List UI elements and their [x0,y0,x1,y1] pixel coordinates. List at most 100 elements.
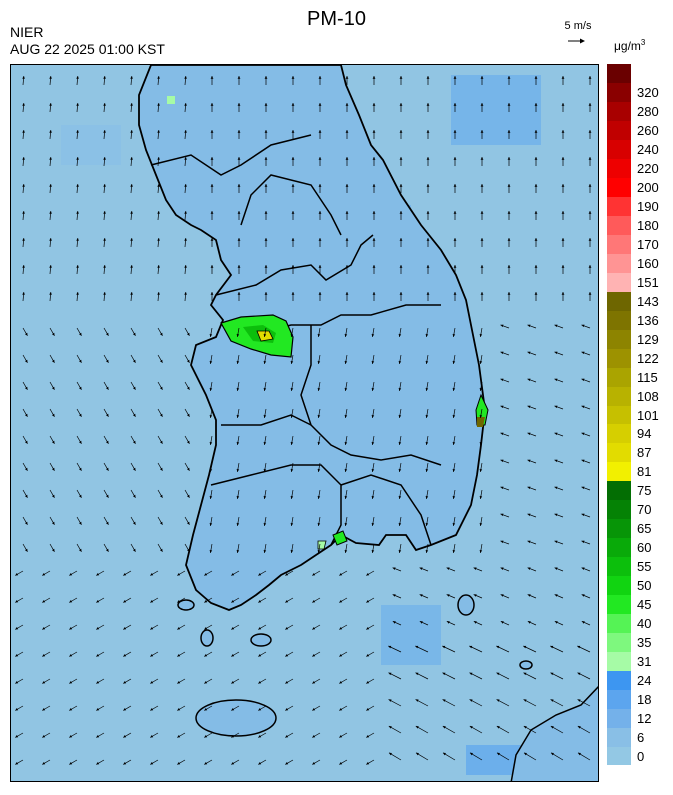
wind-arrow-head [399,184,403,187]
wind-arrow-head [550,726,554,729]
wind-arrow-head [388,672,392,676]
wind-arrow-head [527,594,531,597]
colorbar-segment [607,158,631,179]
wind-arrow-head [290,550,294,553]
wind-arrow-head [527,378,531,382]
wind-arrow-head [204,573,208,576]
wind-arrow-head [317,550,321,553]
wind-arrow-head [49,211,52,214]
wind-arrow-head [581,432,585,436]
pm10-map[interactable] [11,65,599,782]
wind-arrow-head [523,645,527,649]
wind-arrow-head [103,265,106,268]
wind-arrow-head [177,681,181,684]
wind-arrow-head [285,681,289,684]
wind-arrow-head [452,388,456,391]
wind-arrow-head [258,735,262,738]
colorbar-segment [607,689,631,709]
wind-arrow-head [209,334,213,337]
wind-arrow-head [527,432,531,436]
wind-arrow-head [130,76,133,79]
wind-arrow-head [372,292,376,295]
wind-arrow-head [479,415,483,418]
wind-arrow-head [442,645,446,649]
wind-arrow-head [76,76,79,79]
wind-arrow-head [160,386,163,390]
unit-label: μg/m3 [614,38,645,53]
wind-arrow-head [130,265,133,268]
wind-arrow-head [133,386,136,390]
wind-arrow-head [263,334,267,337]
wind-arrow-head [130,157,133,160]
wind-arrow-head [52,386,55,390]
wind-arrow-head [469,645,473,649]
colorbar-tick-label: 6 [637,729,645,745]
wind-arrow-head [79,467,82,471]
wind-arrow-head [96,654,100,657]
wind-arrow-head [290,523,294,526]
wind-arrow-head [130,211,133,214]
wind-arrow-head [344,523,348,526]
wind-arrow-head [446,594,450,597]
wind-arrow-head [209,442,213,445]
wind-arrow-head [264,211,268,214]
wind-arrow-head [453,265,457,268]
wind-arrow-head [49,157,52,160]
wind-arrow-head [426,76,430,79]
wind-arrow-head [312,735,316,738]
wind-arrow-head [204,627,208,630]
wind-arrow-head [291,184,295,187]
wind-arrow-head [312,762,316,765]
wind-arrow-head [263,361,267,364]
wind-arrow-head [372,130,376,133]
wind-arrow-head [76,238,79,241]
wind-arrow-head [581,540,585,544]
wind-arrow-head [209,523,213,526]
wind-arrow-head [426,211,430,214]
colorbar-segment [607,746,631,766]
wind-arrow-head [204,735,208,738]
peninsula-land [138,65,486,611]
wind-arrow-head [184,130,187,133]
wind-arrow-head [96,681,100,684]
wind-arrow-head [561,292,565,295]
unit-label-superscript: 3 [640,38,646,47]
wind-arrow-head [507,76,511,79]
wind-arrow-head [581,621,585,624]
wind-arrow-head [318,211,322,214]
wind-arrow-head [291,130,295,133]
wind-arrow-head [419,621,423,624]
wind-arrow-head [581,351,585,355]
wind-arrow-head [15,681,19,684]
wind-arrow-head [419,567,423,570]
wind-arrow-head [500,432,504,436]
wind-arrow-head [69,654,73,657]
wind-arrow-head [150,681,154,684]
wind-arrow-head [473,567,477,570]
wind-arrow-head [366,600,370,603]
wind-arrow-head [52,440,55,444]
wind-arrow-head [480,130,484,133]
wind-arrow-head [22,76,25,79]
agency-label: NIER [10,24,44,40]
wind-arrow-head [150,654,154,657]
colorbar-segment [607,518,631,539]
wind-arrow-head [577,699,581,702]
wind-arrow-head [237,76,241,79]
colorbar-tick-label: 40 [637,615,652,631]
colorbar-tick-label: 220 [637,161,659,177]
wind-arrow-head [398,469,402,472]
jeju-island [195,699,277,737]
wind-arrow-head [52,359,55,363]
wind-arrow-head [469,726,473,729]
wind-arrow-head [507,103,511,106]
wind-arrow-head [15,654,19,657]
wind-arrow-head [453,211,457,214]
wind-arrow-head [419,594,423,597]
map-panel[interactable] [10,64,599,782]
wind-arrow-head [160,548,163,552]
wind-arrow-head [578,752,581,756]
wind-arrow-head [69,627,73,630]
wind-arrow-head [480,238,484,241]
colorbar-tick-label: 94 [637,426,652,442]
